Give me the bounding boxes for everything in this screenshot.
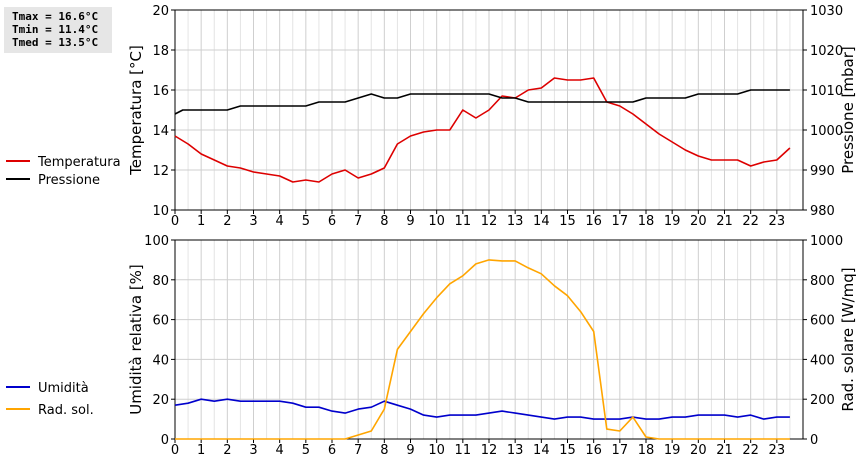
y-tick-label: 40	[152, 353, 169, 368]
x-tick-label: 15	[559, 214, 576, 229]
x-tick-label: 8	[380, 214, 388, 229]
x-tick-label: 19	[664, 214, 681, 229]
x-tick-label: 13	[507, 443, 524, 458]
x-tick-label: 17	[612, 214, 629, 229]
y-tick-label: 100	[144, 234, 169, 249]
y-tick-label: 16	[152, 84, 169, 99]
series-line-2-2	[175, 259, 790, 440]
legend-label: Rad. sol.	[38, 403, 94, 418]
x-tick-label: 23	[769, 443, 786, 458]
tmax-label: Tmax = 16.6°C	[12, 10, 99, 23]
x-tick-label: 2	[223, 443, 231, 458]
x-tick-label: 16	[585, 214, 602, 229]
y-tick-label: 80	[152, 274, 169, 289]
x-tick-label: 8	[380, 443, 388, 458]
x-tick-label: 3	[249, 443, 257, 458]
x-tick-label: 14	[533, 443, 550, 458]
x-tick-label: 6	[328, 214, 336, 229]
x-tick-label: 0	[171, 443, 179, 458]
y2-tick-label: 400	[810, 353, 835, 368]
x-tick-label: 2	[223, 214, 231, 229]
x-tick-label: 19	[664, 443, 681, 458]
legend-label: Umidità	[38, 381, 89, 396]
x-tick-label: 18	[638, 214, 655, 229]
x-tick-label: 22	[742, 443, 759, 458]
y-tick-label: 60	[152, 314, 169, 329]
x-tick-label: 4	[276, 214, 284, 229]
x-tick-label: 14	[533, 214, 550, 229]
y2-tick-label: 1000	[810, 234, 843, 249]
chart-panel-2: 0 1 2 3 4 5 6 7 8 9 10 11 12 13 14 15 16 17 18 19 20 21 22 2302…	[6, 234, 857, 458]
y-axis-title: Temperatura [°C]	[127, 45, 145, 176]
y2-tick-label: 980	[810, 204, 835, 219]
y2-tick-label: 1030	[810, 4, 843, 19]
legend-label: Temperatura	[37, 155, 121, 170]
x-tick-label: 22	[742, 214, 759, 229]
tmin-label: Tmin = 11.4°C	[12, 23, 99, 36]
y2-tick-label: 600	[810, 314, 835, 329]
x-tick-label: 9	[406, 214, 414, 229]
y-tick-label: 10	[152, 204, 169, 219]
y-tick-label: 12	[152, 164, 169, 179]
x-tick-label: 4	[276, 443, 284, 458]
x-tick-label: 15	[559, 443, 576, 458]
y2-tick-label: 0	[810, 433, 818, 448]
x-tick-label: 11	[455, 214, 472, 229]
y-tick-label: 20	[152, 4, 169, 19]
x-tick-label: 18	[638, 443, 655, 458]
x-tick-label: 1	[197, 214, 205, 229]
x-tick-label: 23	[769, 214, 786, 229]
x-tick-label: 16	[585, 443, 602, 458]
series-line-1-2	[174, 89, 790, 115]
y-axis-title: Umidità relativa [%]	[127, 264, 145, 415]
y2-tick-label: 1020	[810, 44, 843, 59]
x-tick-label: 20	[690, 214, 707, 229]
y-tick-label: 18	[152, 44, 169, 59]
x-tick-label: 17	[612, 443, 629, 458]
x-tick-label: 12	[481, 214, 498, 229]
x-tick-label: 21	[716, 214, 733, 229]
x-tick-label: 10	[428, 443, 445, 458]
x-tick-label: 20	[690, 443, 707, 458]
y-tick-label: 0	[161, 433, 169, 448]
y2-tick-label: 990	[810, 164, 835, 179]
y2-axis-title: Rad. solare [W/mq]	[839, 267, 857, 411]
x-tick-label: 7	[354, 214, 362, 229]
y-tick-label: 14	[152, 124, 169, 139]
x-tick-label: 0	[171, 214, 179, 229]
y2-tick-label: 200	[810, 393, 835, 408]
x-tick-label: 5	[302, 214, 310, 229]
x-tick-label: 1	[197, 443, 205, 458]
x-tick-label: 12	[481, 443, 498, 458]
series-line-2-1	[174, 398, 790, 420]
x-tick-label: 21	[716, 443, 733, 458]
x-tick-label: 11	[455, 443, 472, 458]
x-tick-label: 7	[354, 443, 362, 458]
x-tick-label: 13	[507, 214, 524, 229]
y2-tick-label: 800	[810, 274, 835, 289]
chart-panel-1: 0 1 2 3 4 5 6 7 8 9 10 11 12 13 14 15 16 17 18 19 20 21 22 2310…	[6, 4, 857, 229]
y2-tick-label: 1000	[810, 124, 843, 139]
y2-tick-label: 1010	[810, 84, 843, 99]
x-tick-label: 5	[302, 443, 310, 458]
x-tick-label: 6	[328, 443, 336, 458]
x-tick-label: 3	[249, 214, 257, 229]
y2-axis-title: Pressione [mbar]	[839, 46, 857, 174]
series-line-1-1	[174, 77, 791, 183]
tmed-label: Tmed = 13.5°C	[12, 36, 99, 49]
x-tick-label: 9	[406, 443, 414, 458]
y-tick-label: 20	[152, 393, 169, 408]
x-tick-label: 10	[428, 214, 445, 229]
stats-box: Tmax = 16.6°C Tmin = 11.4°C Tmed = 13.5°…	[4, 7, 112, 53]
legend-label: Pressione	[38, 173, 100, 188]
